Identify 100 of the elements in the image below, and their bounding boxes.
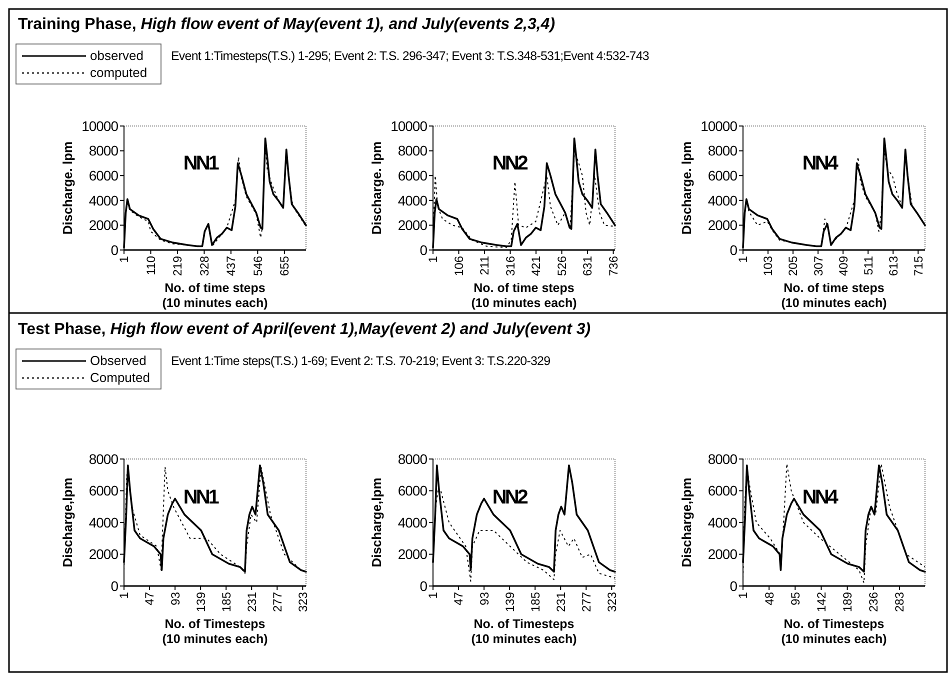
y-axis-title: Discharge. lpm [679,141,694,235]
y-tick-label: 2000 [88,546,119,562]
x-tick-label: 1 [736,256,750,263]
y-tick-label: 2000 [708,217,738,234]
x-tick-label: 1 [426,592,440,599]
x-tick-label: 1 [426,256,440,263]
x-tick-label: 283 [892,592,907,612]
x-tick-label: 437 [224,256,238,276]
x-axis-title: No. of time steps (10 minutes each) [471,281,577,310]
y-tick-label: 2000 [708,546,738,562]
x-tick-label: 736 [606,256,620,276]
y-tick-label: 8000 [398,142,428,159]
legend-label: Observed [90,353,146,368]
x-tick-label: 323 [604,592,619,612]
x-axis-title: No. of time steps (10 minutes each) [781,281,887,310]
x-tick-label: 93 [477,592,492,606]
x-tick-label: 95 [788,592,802,606]
x-tick-label: 106 [452,256,466,276]
x-tick-label: 231 [244,592,259,612]
x-tick-label: 277 [579,592,594,612]
x-tick-label: 93 [168,592,182,606]
x-tick-label: 655 [278,256,292,276]
x-axis-title: No. of Timesteps (10 minutes each) [162,617,268,646]
y-tick-label: 10000 [700,118,738,134]
x-tick-label: 236 [866,592,881,612]
y-tick-label: 2000 [88,217,119,234]
y-tick-label: 0 [110,242,119,258]
y-tick-label: 8000 [88,142,119,159]
x-tick-label: 526 [554,256,569,276]
annotation: NN2 [492,152,528,174]
y-tick-label: 8000 [88,450,119,467]
y-tick-label: 0 [110,578,119,594]
y-tick-label: 4000 [88,192,119,208]
x-tick-label: 47 [142,592,157,606]
y-tick-label: 4000 [708,192,738,208]
annotation: NN4 [802,486,840,508]
x-tick-label: 103 [761,256,776,276]
y-tick-label: 2000 [398,546,428,562]
y-axis-title: Discharge,lpm [679,478,694,568]
x-tick-label: 316 [503,256,518,276]
y-tick-label: 0 [420,578,428,594]
annotation: NN1 [183,152,220,174]
text: Event 1:Time steps(T.S.) 1-69; Event 2: T.S. 70-219; Event 3: T.S.220-329 [171,354,551,368]
x-axis-title: No. of Timesteps (10 minutes each) [781,617,887,646]
x-tick-label: 715 [911,256,926,276]
x-tick-label: 185 [528,592,542,612]
y-axis-title: Discharge,lpm [60,478,75,568]
annotation: NN1 [183,486,220,508]
x-axis-title: No. of time steps (10 minutes each) [162,281,268,310]
chart-title: Test Phase, High flow event of April(event 1),May(event 2) and July(event 3) [18,321,591,338]
x-tick-label: 409 [836,256,850,276]
y-tick-label: 10000 [82,118,119,134]
y-tick-label: 6000 [398,482,428,499]
x-tick-label: 307 [811,256,826,276]
y-tick-label: 6000 [708,168,738,184]
y-axis-title: Discharge. lpm [369,141,384,235]
annotation: NN4 [802,152,840,174]
x-tick-label: 48 [762,592,776,606]
annotation: NN2 [492,486,528,508]
y-tick-label: 6000 [398,168,428,184]
y-tick-label: 8000 [398,450,428,467]
x-tick-label: 205 [786,256,800,276]
chart-title: Training Phase, High flow event of May(event 1), and July(events 2,3,4) [18,16,556,33]
y-tick-label: 0 [730,578,738,594]
x-tick-label: 1 [736,592,750,599]
x-tick-label: 211 [478,256,492,276]
legend-label: Computed [90,370,150,385]
y-tick-label: 0 [730,242,738,258]
x-tick-label: 328 [197,256,212,276]
text: Event 1:Timesteps(T.S.) 1-295; Event 2: T.S. 296-347; Event 3: T.S.348-531;Event 4:532-743 [171,49,650,63]
x-tick-label: 219 [170,256,185,276]
x-tick-label: 110 [144,256,158,276]
x-tick-label: 47 [452,592,466,606]
y-tick-label: 6000 [708,482,738,499]
y-tick-label: 0 [420,242,428,258]
x-tick-label: 546 [250,256,265,276]
y-tick-label: 8000 [708,450,738,467]
x-tick-label: 421 [529,256,544,276]
y-axis-title: Discharge. lpm [60,141,75,235]
y-tick-label: 4000 [398,192,428,208]
x-tick-label: 139 [502,592,517,612]
x-tick-label: 1 [117,256,132,263]
x-tick-label: 323 [296,592,310,612]
x-tick-label: 139 [194,592,208,612]
legend-label: observed [90,48,144,63]
x-tick-label: 631 [580,256,595,276]
y-tick-label: 2000 [398,217,428,234]
y-tick-label: 8000 [708,142,738,159]
legend-label: computed [90,65,148,80]
x-tick-label: 277 [270,592,284,612]
x-tick-label: 185 [219,592,234,612]
x-tick-label: 613 [886,256,900,276]
y-axis-title: Discharge,lpm [369,478,384,568]
x-axis-title: No. of Timesteps (10 minutes each) [471,617,577,646]
x-tick-label: 511 [861,256,876,276]
y-tick-label: 10000 [390,118,428,134]
x-tick-label: 142 [814,592,828,612]
x-tick-label: 1 [117,592,132,599]
y-tick-label: 4000 [88,514,119,530]
y-tick-label: 4000 [398,514,428,530]
